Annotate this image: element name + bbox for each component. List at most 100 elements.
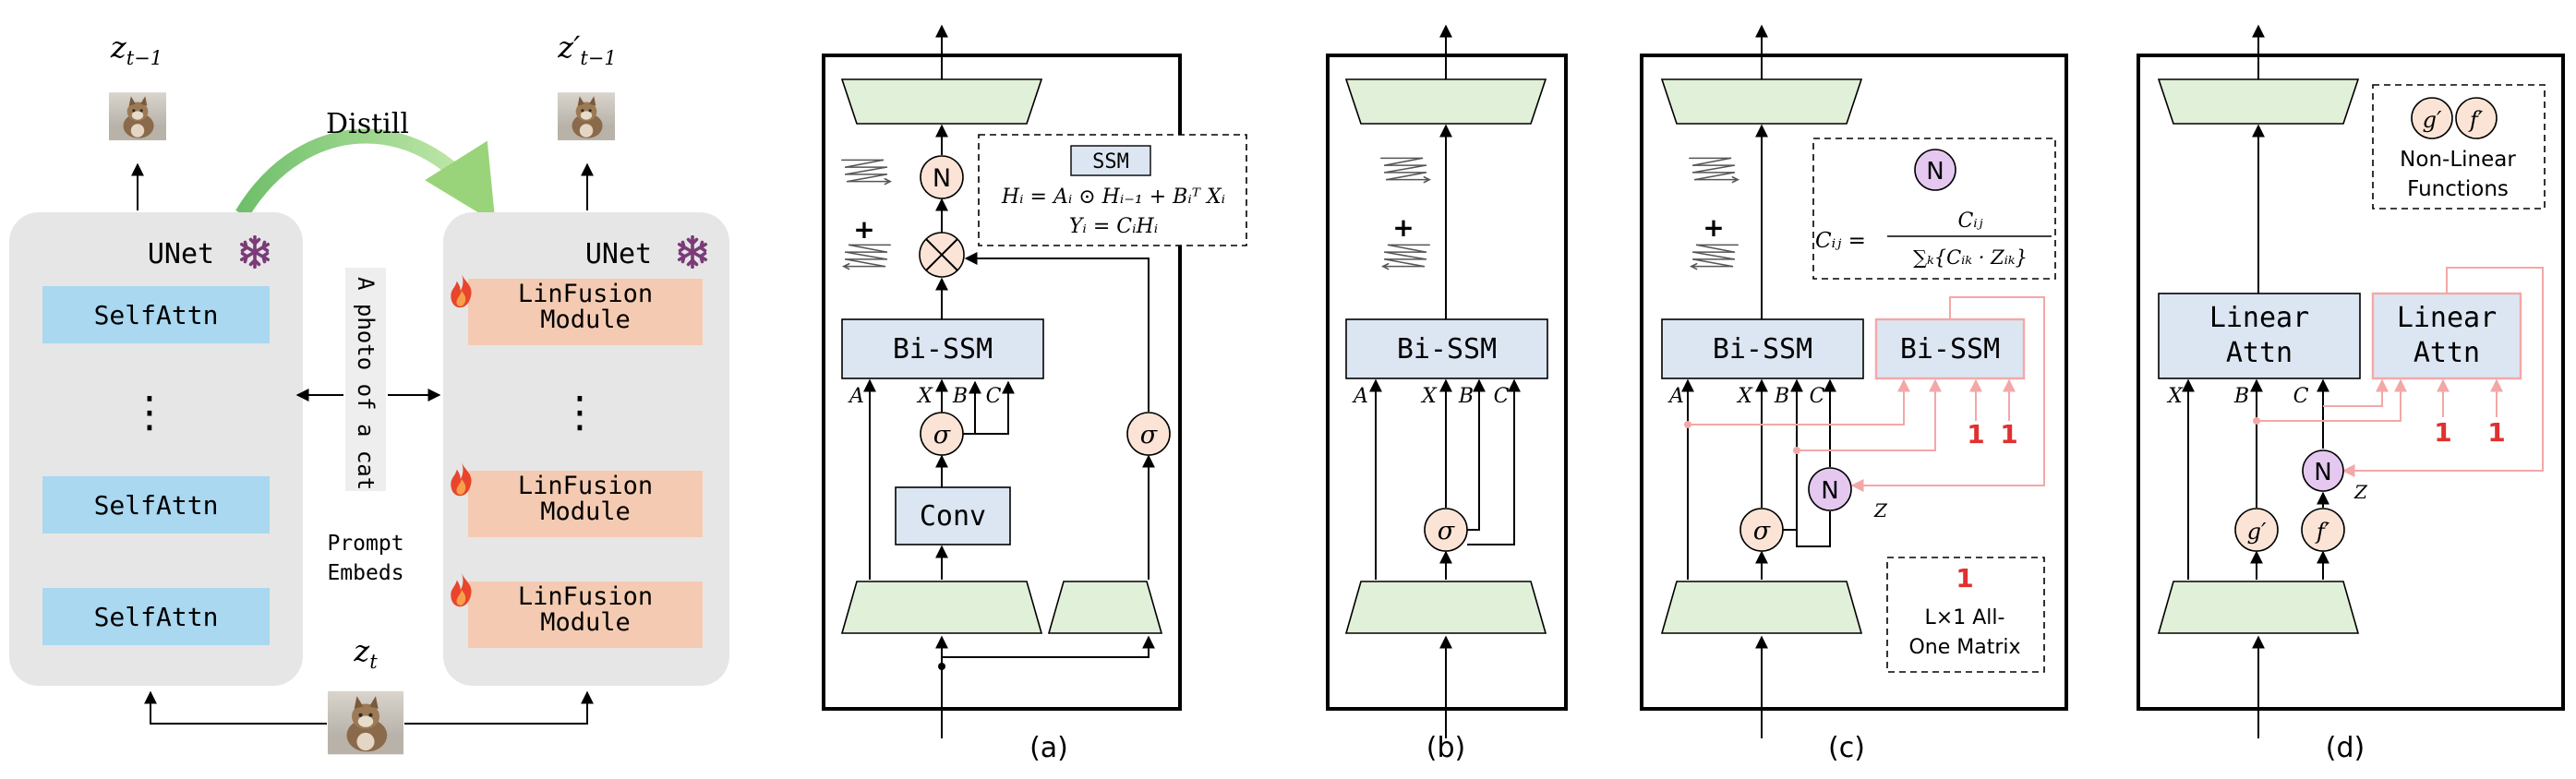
linfusion-label: LinFusion Module bbox=[518, 582, 653, 637]
norm-equation-numerator: Cᵢⱼ bbox=[1957, 210, 1982, 233]
caption-b: (b) bbox=[1426, 732, 1465, 764]
svg-text:Attn: Attn bbox=[2413, 337, 2480, 369]
ssm-equation-1: Hᵢ = Aᵢ ⊙ Hᵢ₋₁ + Bᵢᵀ Xᵢ bbox=[1001, 186, 1225, 209]
teacher-unet-title: UNet bbox=[148, 238, 214, 270]
svg-text:f′: f′ bbox=[2315, 519, 2330, 545]
bi-ssm-block bbox=[841, 318, 1044, 379]
z-prev-prime-label: z′t−1 bbox=[557, 30, 617, 69]
svg-text:Linear: Linear bbox=[2209, 302, 2309, 334]
norm-equation-lhs: Cᵢⱼ = bbox=[1815, 229, 1866, 253]
output-cat-image-student bbox=[558, 92, 615, 140]
selfattn-block bbox=[42, 476, 270, 533]
selfattn-label: SelfAttn bbox=[94, 490, 219, 521]
output-projection bbox=[1344, 78, 1547, 125]
bi-ssm-pink-label: Bi-SSM bbox=[1900, 333, 2000, 366]
svg-text:A: A bbox=[1352, 385, 1368, 408]
svg-text:N: N bbox=[2314, 459, 2331, 486]
svg-text:+: + bbox=[1392, 212, 1414, 243]
svg-text:g′: g′ bbox=[2247, 519, 2267, 545]
svg-text:X: X bbox=[1736, 385, 1753, 408]
ssm-title: SSM bbox=[1092, 150, 1129, 174]
ellipsis: ⋮ bbox=[128, 387, 171, 437]
svg-text:Linear: Linear bbox=[2397, 302, 2497, 334]
distill-arrow bbox=[235, 128, 496, 223]
bi-ssm-label: Bi-SSM bbox=[1713, 333, 1812, 366]
svg-text:B: B bbox=[1458, 385, 1474, 408]
input-projection bbox=[840, 581, 1043, 634]
svg-text:B: B bbox=[1774, 385, 1789, 408]
student-unet-title: UNet bbox=[585, 238, 652, 270]
linear-attn-block bbox=[2158, 293, 2361, 379]
svg-text:+: + bbox=[853, 214, 874, 245]
svg-text:f′: f′ bbox=[2468, 107, 2484, 133]
caption-a: (a) bbox=[1029, 732, 1068, 764]
selfattn-label: SelfAttn bbox=[94, 300, 219, 330]
svg-text:1: 1 bbox=[1956, 563, 1973, 593]
output-projection bbox=[2157, 78, 2360, 125]
linfusion-block bbox=[468, 279, 703, 345]
svg-text:C: C bbox=[986, 385, 1002, 408]
svg-text:C: C bbox=[1810, 385, 1825, 408]
nonlinear-legend bbox=[2372, 84, 2546, 210]
linfusion-label: LinFusion Module bbox=[518, 280, 653, 334]
output-cat-image bbox=[109, 92, 166, 140]
svg-text:C: C bbox=[1494, 385, 1510, 408]
linfusion-block bbox=[468, 581, 703, 648]
caption-c: (c) bbox=[1828, 732, 1865, 764]
ellipsis: ⋮ bbox=[559, 387, 601, 437]
svg-text:A: A bbox=[1667, 385, 1684, 408]
conv-block bbox=[895, 486, 1011, 545]
svg-text:Functions: Functions bbox=[2407, 177, 2509, 201]
svg-text:Z: Z bbox=[1873, 499, 1888, 521]
linfusion-label: LinFusion Module bbox=[518, 472, 653, 526]
svg-text:B: B bbox=[2233, 385, 2249, 408]
svg-text:Non-Linear: Non-Linear bbox=[2400, 148, 2516, 172]
prompt-embeds-label: Prompt bbox=[327, 532, 403, 556]
prompt-embeds-label: Embeds bbox=[327, 561, 403, 585]
distill-label: Distill bbox=[326, 108, 409, 140]
norm-circle bbox=[2302, 449, 2344, 492]
svg-text:g′: g′ bbox=[2423, 107, 2442, 133]
svg-text:C: C bbox=[2293, 385, 2309, 408]
svg-text:N: N bbox=[933, 164, 951, 193]
norm-equation-denominator: ∑ₖ{Cᵢₖ · Zᵢₖ} bbox=[1913, 246, 2028, 269]
all-one-matrix: 1 bbox=[1967, 419, 1984, 449]
svg-text:Attn: Attn bbox=[2226, 337, 2293, 369]
panel-d: g′ f′ Non-Linear Functions Linear Attn L… bbox=[2137, 24, 2565, 764]
svg-text:σ: σ bbox=[1753, 517, 1772, 545]
linear-attn-pink-block bbox=[2371, 292, 2522, 380]
prompt-box bbox=[345, 268, 386, 491]
svg-text:X: X bbox=[1420, 385, 1438, 408]
svg-text:σ: σ bbox=[933, 421, 952, 449]
bi-ssm-label: Bi-SSM bbox=[893, 333, 993, 366]
svg-text:A: A bbox=[848, 385, 864, 408]
svg-text:One Matrix: One Matrix bbox=[1908, 636, 2020, 659]
svg-text:N: N bbox=[1821, 477, 1838, 505]
svg-text:1: 1 bbox=[2487, 417, 2505, 448]
panel-a: N + SSM Hᵢ = Aᵢ ⊙ Hᵢ₋₁ + Bᵢᵀ Xᵢ Yᵢ = CᵢH… bbox=[822, 24, 1247, 764]
norm-circle bbox=[1808, 467, 1852, 511]
bi-ssm-pink-block bbox=[1874, 318, 2026, 380]
svg-text:B: B bbox=[952, 385, 968, 408]
selfattn-block bbox=[42, 286, 270, 343]
svg-text:X: X bbox=[2166, 385, 2184, 408]
svg-text:N: N bbox=[1926, 158, 1944, 186]
input-cat-image bbox=[328, 690, 403, 755]
bi-ssm-block bbox=[1661, 318, 1864, 379]
svg-text:1: 1 bbox=[2434, 417, 2451, 448]
bi-ssm-label: Bi-SSM bbox=[1397, 333, 1497, 366]
svg-text:L×1 All-: L×1 All- bbox=[1925, 606, 2005, 629]
all-one-legend bbox=[1886, 557, 2045, 673]
svg-text:+: + bbox=[1703, 212, 1724, 243]
panel-b: + Bi-SSM A X B C σ (b) bbox=[1326, 24, 1568, 764]
distillation-section: zt−1 z′t−1 Distill UNet SelfAttn ⋮ SelfA… bbox=[9, 30, 729, 755]
prompt-text: A photo of a cat bbox=[353, 277, 379, 490]
panel-c: + N Cᵢⱼ = Cᵢⱼ ∑ₖ{Cᵢₖ · Zᵢₖ} Bi-SSM Bi-SS… bbox=[1640, 24, 2068, 764]
svg-text:σ: σ bbox=[1140, 421, 1159, 449]
z-prev-label: zt−1 bbox=[110, 30, 163, 69]
conv-label: Conv bbox=[920, 500, 986, 533]
selfattn-block bbox=[42, 588, 270, 645]
output-projection bbox=[1660, 78, 1863, 125]
input-projection bbox=[1660, 581, 1863, 634]
